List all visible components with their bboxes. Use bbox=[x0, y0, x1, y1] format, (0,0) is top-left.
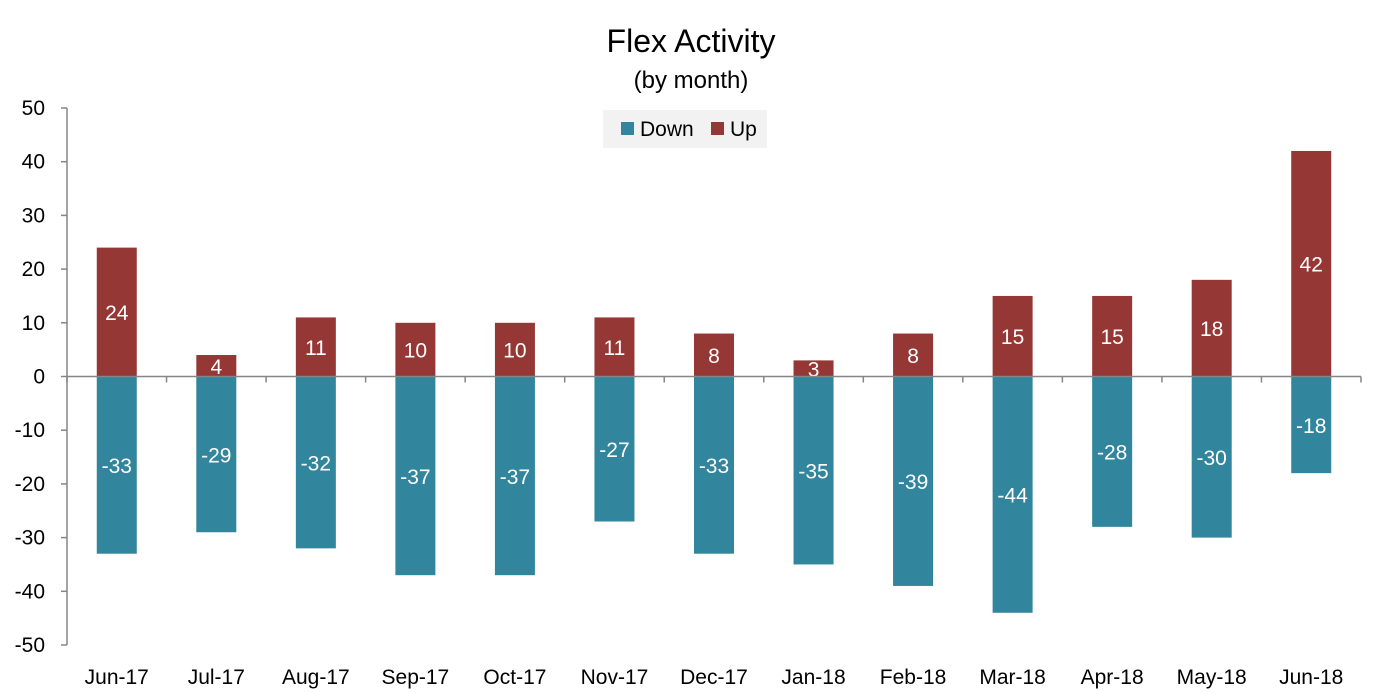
bar-down-jan-18 bbox=[793, 376, 834, 565]
data-label-down: -32 bbox=[301, 452, 331, 475]
chart-subtitle: (by month) bbox=[634, 67, 749, 94]
y-tick-label: 30 bbox=[22, 204, 45, 227]
x-tick-label: Nov-17 bbox=[581, 666, 649, 689]
legend-swatch-down bbox=[621, 122, 634, 135]
data-label-down: -39 bbox=[898, 471, 928, 494]
x-tick-label: Mar-18 bbox=[979, 666, 1046, 689]
legend: Down Up bbox=[603, 110, 767, 148]
data-label-up: 4 bbox=[210, 356, 222, 379]
y-tick-label: -30 bbox=[15, 527, 45, 550]
x-tick-label: Jun-17 bbox=[85, 666, 149, 689]
bar-down-dec-17 bbox=[694, 376, 734, 554]
bar-down-apr-18 bbox=[1092, 376, 1133, 527]
data-label-up: 11 bbox=[604, 337, 626, 360]
x-tick-label: Jun-18 bbox=[1279, 666, 1343, 689]
y-tick-label: 0 bbox=[33, 366, 45, 389]
legend-swatch-up bbox=[711, 122, 724, 135]
data-label-up: 11 bbox=[305, 337, 327, 360]
x-tick-label: Jul-17 bbox=[188, 666, 245, 689]
bar-down-jun-17 bbox=[96, 376, 137, 554]
data-label-up: 15 bbox=[1100, 326, 1123, 349]
data-label-down: -28 bbox=[1097, 442, 1127, 465]
data-label-down: -27 bbox=[599, 439, 629, 462]
data-label-up: 15 bbox=[1001, 326, 1024, 349]
legend-label-down: Down bbox=[640, 118, 694, 141]
bar-down-sep-17 bbox=[395, 376, 436, 576]
data-label-down: -29 bbox=[201, 444, 231, 467]
bar-up-mar-18 bbox=[992, 295, 1033, 377]
bar-down-nov-17 bbox=[594, 376, 635, 522]
bar-up-jun-18 bbox=[1291, 150, 1332, 377]
data-label-up: 18 bbox=[1200, 318, 1223, 341]
data-label-down: -37 bbox=[400, 466, 430, 489]
bar-up-jul-17 bbox=[196, 355, 237, 377]
bar-up-feb-18 bbox=[893, 333, 934, 377]
y-tick-label: -10 bbox=[15, 419, 45, 442]
x-tick-label: Apr-18 bbox=[1081, 666, 1144, 689]
data-label-down: -44 bbox=[997, 485, 1028, 508]
chart-title: Flex Activity bbox=[607, 23, 776, 59]
x-tick-label: Dec-17 bbox=[680, 666, 748, 689]
y-tick-label: -20 bbox=[15, 473, 45, 496]
x-tick-label: Sep-17 bbox=[382, 666, 450, 689]
bar-up-jun-17 bbox=[96, 247, 137, 377]
legend-label-up: Up bbox=[730, 118, 757, 141]
bar-down-mar-18 bbox=[992, 376, 1033, 613]
y-tick-label: 50 bbox=[22, 97, 45, 120]
data-label-down: -33 bbox=[102, 455, 132, 478]
data-label-up: 10 bbox=[404, 340, 427, 363]
bar-up-oct-17 bbox=[494, 322, 535, 377]
data-label-down: -18 bbox=[1296, 415, 1326, 438]
data-label-up: 3 bbox=[808, 358, 820, 381]
bar-up-apr-18 bbox=[1092, 295, 1133, 377]
bar-down-oct-17 bbox=[494, 376, 535, 576]
bar-up-aug-17 bbox=[295, 317, 336, 377]
bar-up-sep-17 bbox=[395, 322, 436, 377]
bar-up-may-18 bbox=[1191, 279, 1232, 377]
data-label-up: 8 bbox=[907, 345, 919, 368]
bar-down-feb-18 bbox=[893, 376, 934, 586]
data-label-up: 42 bbox=[1300, 254, 1323, 277]
axes-layer: 50 40 30 20 10 0 -10 -20 -30 -40 -50 Jun-17 Jul-17 Au… bbox=[15, 97, 1362, 689]
data-label-up: 10 bbox=[503, 340, 526, 363]
bar-down-jul-17 bbox=[196, 376, 237, 533]
y-tick-label: 10 bbox=[22, 312, 45, 335]
y-tick-label: -50 bbox=[15, 634, 45, 657]
data-label-up: 24 bbox=[105, 302, 129, 325]
bar-up-dec-17 bbox=[694, 333, 734, 377]
x-tick-label: May-18 bbox=[1177, 666, 1247, 689]
bars-layer: -33 -29 -32 -37 -37 -27 -33 -35 -39 -44 -28 -30 -18 2… bbox=[96, 150, 1332, 613]
bar-down-may-18 bbox=[1191, 376, 1232, 538]
bar-down-aug-17 bbox=[295, 376, 336, 549]
data-label-up: 8 bbox=[708, 345, 720, 368]
y-tick-label: -40 bbox=[15, 580, 45, 603]
x-tick-label: Aug-17 bbox=[282, 666, 350, 689]
bar-up-nov-17 bbox=[594, 317, 635, 377]
y-tick-label: 40 bbox=[22, 151, 45, 174]
data-label-down: -33 bbox=[699, 455, 729, 478]
data-label-down: -35 bbox=[798, 460, 828, 483]
bar-up-jan-18 bbox=[793, 360, 834, 377]
bar-down-jun-18 bbox=[1291, 376, 1332, 474]
data-label-down: -37 bbox=[500, 466, 530, 489]
x-tick-label: Oct-17 bbox=[483, 666, 546, 689]
y-tick-label: 20 bbox=[22, 258, 45, 281]
data-label-down: -30 bbox=[1197, 447, 1227, 470]
x-tick-label: Jan-18 bbox=[781, 666, 845, 689]
x-tick-label: Feb-18 bbox=[880, 666, 947, 689]
